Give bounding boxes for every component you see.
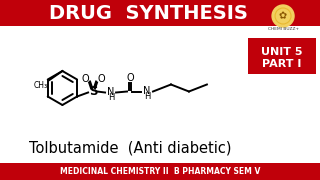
FancyBboxPatch shape xyxy=(1,163,320,180)
Text: O: O xyxy=(81,73,89,84)
Text: O: O xyxy=(97,73,105,84)
FancyBboxPatch shape xyxy=(248,38,316,74)
Text: DRUG  SYNTHESIS: DRUG SYNTHESIS xyxy=(49,3,248,22)
Text: MEDICINAL CHEMISTRY II  B PHARMACY SEM V: MEDICINAL CHEMISTRY II B PHARMACY SEM V xyxy=(60,167,260,176)
Text: UNIT 5: UNIT 5 xyxy=(261,47,303,57)
Text: S: S xyxy=(89,85,97,98)
Text: O: O xyxy=(126,73,134,82)
Text: H: H xyxy=(108,93,114,102)
Text: ✿: ✿ xyxy=(279,11,287,21)
FancyBboxPatch shape xyxy=(1,0,320,26)
Text: N: N xyxy=(143,86,151,96)
Circle shape xyxy=(272,5,294,27)
Text: Tolbutamide  (Anti diabetic): Tolbutamide (Anti diabetic) xyxy=(29,141,232,156)
Text: N: N xyxy=(108,87,115,96)
Text: PART I: PART I xyxy=(262,59,302,69)
Text: H: H xyxy=(144,92,150,101)
Text: CHEMI BUZZ+: CHEMI BUZZ+ xyxy=(268,27,299,31)
Text: CH₃: CH₃ xyxy=(33,81,47,90)
